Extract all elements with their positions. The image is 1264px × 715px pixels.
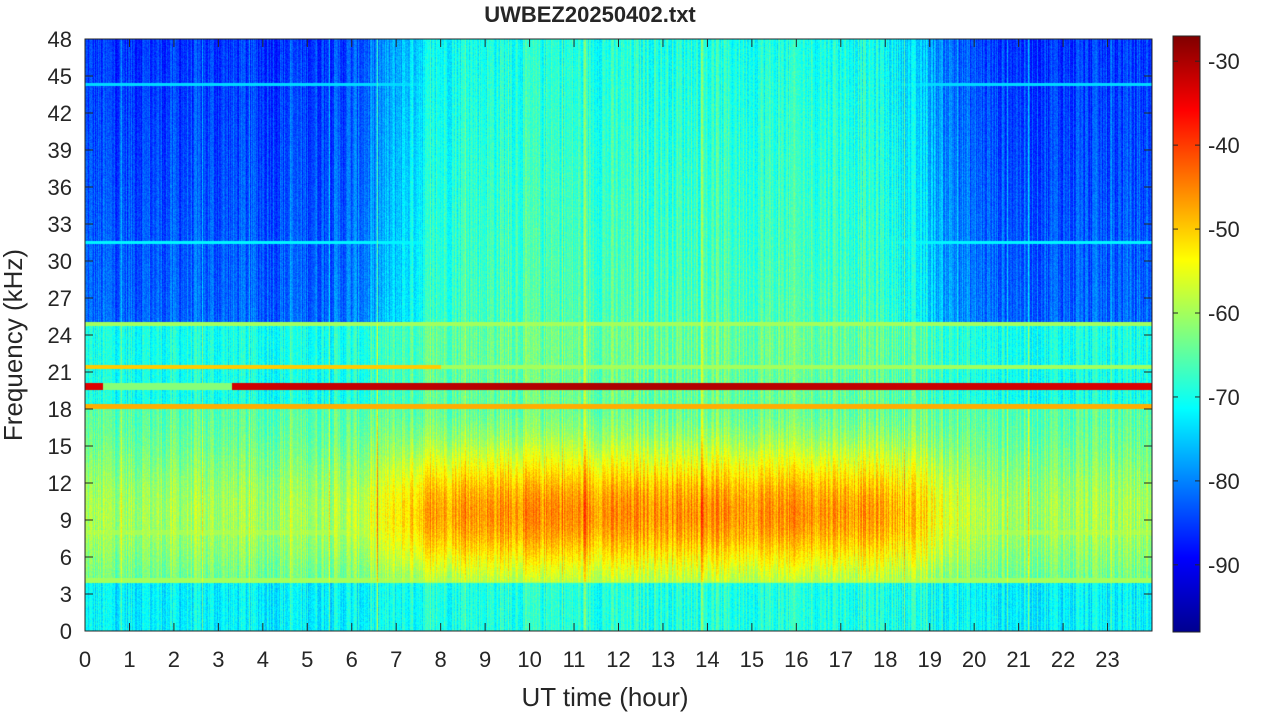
x-tick-label: 5	[301, 647, 313, 672]
spectrogram-heatmap	[85, 39, 1152, 631]
colorbar: -30 -40 -50 -60 -70 -80 -90	[1172, 35, 1240, 633]
chart-title: UWBEZ20250402.txt	[484, 2, 696, 27]
colorbar-gradient	[1172, 35, 1201, 633]
colorbar-tick-label: -30	[1208, 49, 1240, 74]
x-tick-label: 18	[873, 647, 897, 672]
y-tick-label: 6	[60, 545, 72, 570]
x-tick-label: 7	[390, 647, 402, 672]
x-tick-label: 10	[517, 647, 541, 672]
x-tick-label: 22	[1051, 647, 1075, 672]
y-tick-label: 12	[48, 471, 72, 496]
x-axis-label: UT time (hour)	[521, 682, 688, 712]
y-tick-label: 48	[48, 27, 72, 52]
y-tick-label: 36	[48, 175, 72, 200]
y-tick-label: 18	[48, 397, 72, 422]
x-tick-label: 9	[479, 647, 491, 672]
x-tick-label: 16	[784, 647, 808, 672]
colorbar-tick-label: -60	[1208, 301, 1240, 326]
x-tick-label: 1	[123, 647, 135, 672]
y-tick-label: 39	[48, 138, 72, 163]
y-tick-label: 15	[48, 434, 72, 459]
x-tick-label: 11	[563, 647, 586, 672]
x-tick-label: 21	[1006, 647, 1030, 672]
x-tick-label: 2	[168, 647, 180, 672]
x-tick-label: 0	[79, 647, 91, 672]
x-axis: 0 1 2 3 4 5 6 7 8 9 10 11 12 13 14 15 16 17 18 19 20 21 22 23	[79, 39, 1120, 672]
colorbar-tick-label: -90	[1208, 553, 1240, 578]
x-tick-label: 13	[651, 647, 675, 672]
y-tick-label: 42	[48, 101, 72, 126]
x-tick-label: 20	[962, 647, 986, 672]
y-tick-label: 27	[48, 286, 72, 311]
y-tick-label: 3	[60, 582, 72, 607]
colorbar-tick-label: -70	[1208, 385, 1240, 410]
y-tick-label: 24	[48, 323, 72, 348]
y-tick-label: 45	[48, 64, 72, 89]
y-tick-label: 9	[60, 508, 72, 533]
colorbar-ticks: -30 -40 -50 -60 -70 -80 -90	[1173, 49, 1240, 578]
x-tick-label: 15	[740, 647, 764, 672]
y-tick-label: 21	[48, 360, 72, 385]
colorbar-tick-label: -80	[1208, 469, 1240, 494]
x-tick-label: 4	[257, 647, 269, 672]
spectrogram-plot	[84, 38, 1153, 632]
x-tick-label: 19	[917, 647, 941, 672]
x-tick-label: 6	[346, 647, 358, 672]
colorbar-tick-label: -40	[1208, 133, 1240, 158]
y-tick-label: 0	[60, 619, 72, 644]
x-tick-label: 14	[695, 647, 719, 672]
x-tick-label: 23	[1095, 647, 1119, 672]
y-tick-label: 33	[48, 212, 72, 237]
colorbar-tick-label: -50	[1208, 217, 1240, 242]
x-tick-label: 8	[435, 647, 447, 672]
x-tick-label: 12	[606, 647, 630, 672]
x-tick-label: 3	[212, 647, 224, 672]
y-tick-label: 30	[48, 249, 72, 274]
y-axis-label: Frequency (kHz)	[0, 249, 28, 441]
x-tick-label: 17	[829, 647, 853, 672]
